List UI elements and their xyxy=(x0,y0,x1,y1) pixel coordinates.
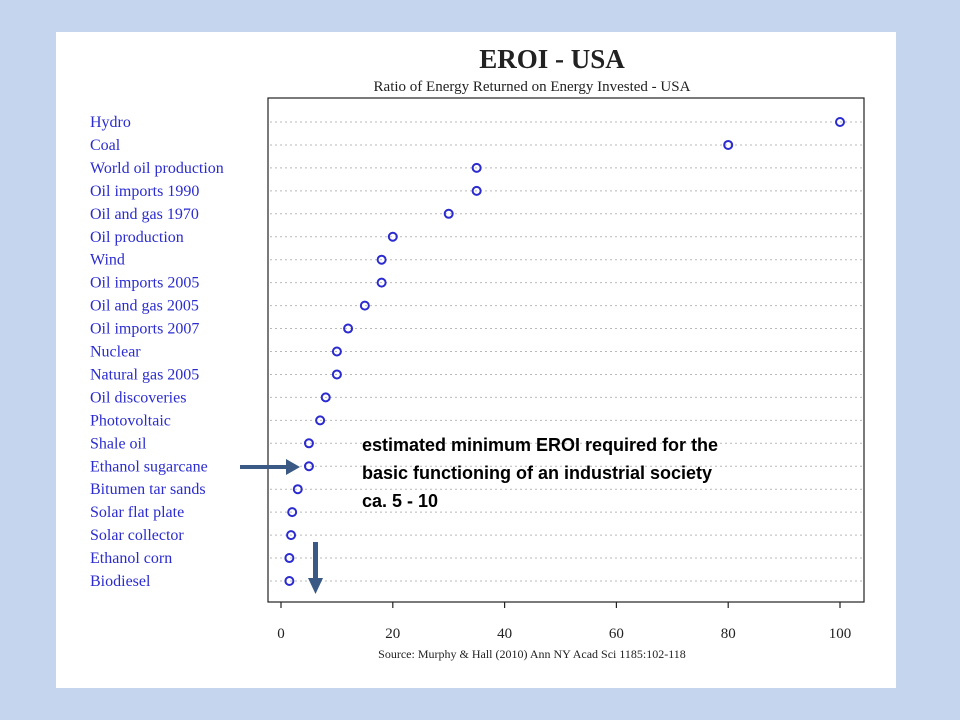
x-axis-ticks: 0 20 40 60 80 100 xyxy=(277,602,851,642)
data-point xyxy=(331,369,342,380)
category-label: Ethanol sugarcane xyxy=(90,458,208,475)
category-label: Oil imports 2007 xyxy=(90,321,199,338)
category-label: Natural gas 2005 xyxy=(90,366,199,383)
data-point xyxy=(320,392,331,403)
data-point xyxy=(835,117,845,127)
category-label: Ethanol corn xyxy=(90,550,172,567)
data-point xyxy=(376,254,387,265)
data-point xyxy=(292,484,303,495)
data-points xyxy=(284,117,845,586)
source-note: Source: Murphy & Hall (2010) Ann NY Acad… xyxy=(378,647,686,661)
grid-lines xyxy=(270,121,862,582)
annotation-line-3: ca. 5 - 10 xyxy=(362,491,438,511)
data-point xyxy=(376,277,387,288)
data-point xyxy=(331,346,342,357)
data-point xyxy=(284,553,295,564)
plot-frame xyxy=(267,97,865,603)
category-label: Biodiesel xyxy=(90,573,151,590)
category-label: Nuclear xyxy=(90,344,141,361)
data-point xyxy=(471,162,482,173)
category-label: Hydro xyxy=(90,114,131,131)
eroi-chart: EROI - USA Ratio of Energy Returned on E… xyxy=(90,44,865,661)
category-label: Solar flat plate xyxy=(90,504,184,521)
category-label: Oil and gas 2005 xyxy=(90,298,199,315)
category-label: Coal xyxy=(90,137,121,154)
data-point xyxy=(443,208,454,219)
data-point xyxy=(723,139,734,150)
category-label: Shale oil xyxy=(90,435,147,452)
category-label: Oil discoveries xyxy=(90,389,186,406)
x-tick-label: 40 xyxy=(497,626,512,642)
data-point xyxy=(284,576,295,586)
chart-subtitle: Ratio of Energy Returned on Energy Inves… xyxy=(374,79,691,95)
x-tick-label: 0 xyxy=(277,626,285,642)
category-label: World oil production xyxy=(90,160,224,177)
category-label: Oil and gas 1970 xyxy=(90,206,199,223)
data-point xyxy=(471,185,482,196)
annotation-text: estimated minimum EROI required for the … xyxy=(362,435,718,511)
slide: EROI - USA Ratio of Energy Returned on E… xyxy=(56,32,896,688)
category-label: Solar collector xyxy=(90,527,184,544)
data-point xyxy=(286,530,297,541)
data-point xyxy=(359,300,370,311)
x-tick-label: 60 xyxy=(609,626,624,642)
category-label: Wind xyxy=(90,252,125,269)
annotation-line-2: basic functioning of an industrial socie… xyxy=(362,463,712,483)
category-label: Oil imports 1990 xyxy=(90,183,199,200)
data-point xyxy=(303,438,314,449)
data-point xyxy=(303,461,314,472)
category-label: Oil production xyxy=(90,229,184,246)
x-tick-label: 100 xyxy=(829,626,852,642)
horizontal-arrow xyxy=(240,459,300,475)
data-point xyxy=(315,415,326,426)
x-tick-label: 80 xyxy=(721,626,736,642)
data-point xyxy=(387,231,398,242)
category-label: Photovoltaic xyxy=(90,412,171,429)
data-point xyxy=(287,507,298,518)
chart-title: EROI - USA xyxy=(479,44,625,74)
data-point xyxy=(343,323,354,334)
category-label: Bitumen tar sands xyxy=(90,481,206,498)
annotation-line-1: estimated minimum EROI required for the xyxy=(362,435,718,455)
vertical-arrow xyxy=(308,542,323,594)
x-tick-label: 20 xyxy=(385,626,400,642)
category-label: Oil imports 2005 xyxy=(90,275,199,292)
category-labels: Hydro Coal World oil production Oil imports… xyxy=(90,114,224,590)
